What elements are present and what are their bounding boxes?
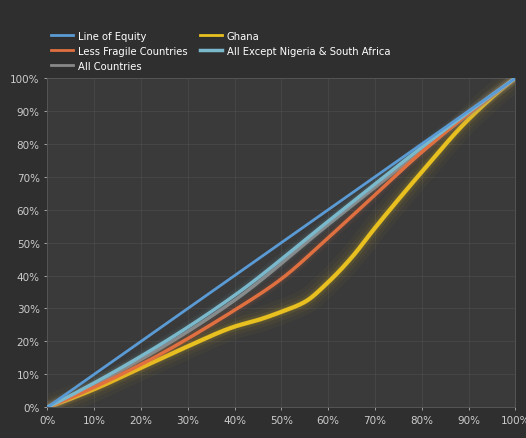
Legend: Line of Equity, Less Fragile Countries, All Countries, Ghana, All Except Nigeria: Line of Equity, Less Fragile Countries, … xyxy=(47,28,394,76)
Ghana xyxy=(44,405,50,410)
All Countries xyxy=(298,245,304,251)
Ghana xyxy=(267,314,273,319)
Less Fragile Countries xyxy=(323,237,329,243)
All Except Nigeria & South Africa xyxy=(323,221,329,226)
Less Fragile Countries xyxy=(428,142,434,148)
Less Fragile Countries xyxy=(512,76,519,81)
All Countries xyxy=(512,76,519,81)
All Except Nigeria & South Africa xyxy=(267,266,273,272)
Less Fragile Countries xyxy=(44,405,50,410)
All Except Nigeria & South Africa xyxy=(428,138,434,144)
All Except Nigeria & South Africa xyxy=(44,405,50,410)
Ghana xyxy=(269,313,276,318)
Less Fragile Countries xyxy=(298,261,304,266)
Ghana xyxy=(323,282,329,287)
All Countries xyxy=(323,224,329,230)
Ghana xyxy=(501,85,508,90)
All Except Nigeria & South Africa xyxy=(501,84,508,89)
All Countries xyxy=(501,85,508,90)
All Countries xyxy=(428,141,434,147)
Line: All Except Nigeria & South Africa: All Except Nigeria & South Africa xyxy=(47,79,515,407)
All Countries xyxy=(269,268,276,274)
Line: Less Fragile Countries: Less Fragile Countries xyxy=(47,79,515,407)
Less Fragile Countries xyxy=(267,285,273,290)
Ghana xyxy=(512,76,519,81)
All Countries xyxy=(44,405,50,410)
Less Fragile Countries xyxy=(269,283,276,288)
All Countries xyxy=(267,271,273,276)
Line: Ghana: Ghana xyxy=(47,79,515,407)
All Except Nigeria & South Africa xyxy=(512,76,519,81)
Less Fragile Countries xyxy=(501,84,508,89)
Ghana xyxy=(428,159,434,164)
All Except Nigeria & South Africa xyxy=(269,264,276,269)
All Except Nigeria & South Africa xyxy=(298,241,304,247)
Line: All Countries: All Countries xyxy=(47,79,515,407)
Ghana xyxy=(298,302,304,307)
